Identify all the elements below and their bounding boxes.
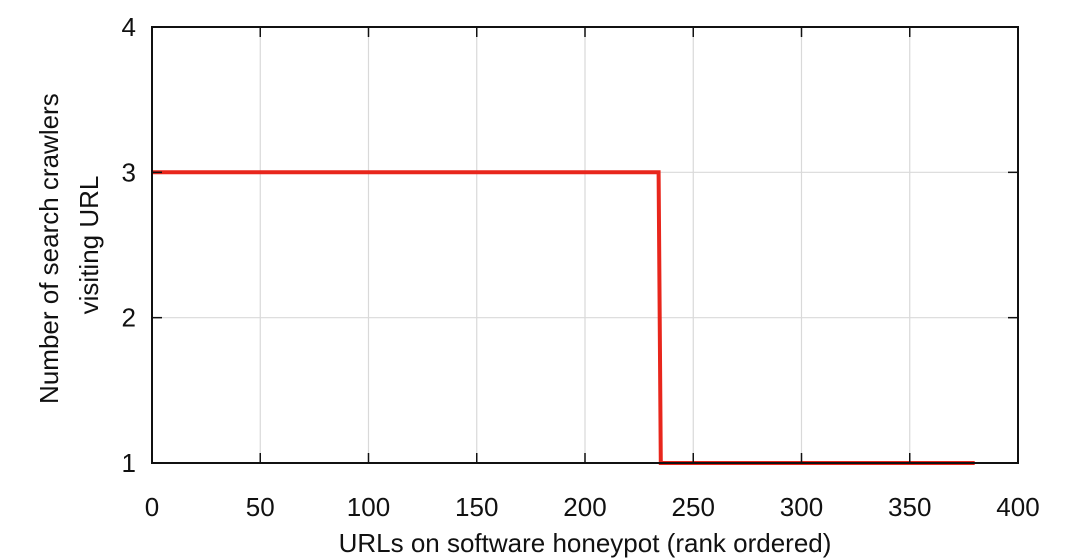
x-tick-label: 100 [347,492,390,522]
y-axis-title-line-1: Number of search crawlers [34,93,64,404]
y-axis-title-line-2: visiting URL [74,176,104,315]
y-tick-label: 1 [122,448,136,478]
y-tick-label: 4 [122,12,136,42]
x-tick-label: 350 [888,492,931,522]
x-tick-label: 300 [780,492,823,522]
grid-lines [152,27,1018,463]
x-tick-label: 150 [455,492,498,522]
y-axis-title: Number of search crawlers visiting URL [34,86,104,404]
y-tick-label: 2 [122,303,136,333]
x-tick-label: 200 [563,492,606,522]
x-tick-labels: 0 50 100 150 200 250 300 350 400 [145,492,1040,522]
y-tick-label: 3 [122,157,136,187]
x-axis-title: URLs on software honeypot (rank ordered) [339,528,832,558]
tick-marks [151,26,1019,464]
x-tick-label: 0 [145,492,159,522]
y-tick-labels: 1 2 3 4 [122,12,136,478]
x-tick-label: 250 [672,492,715,522]
x-tick-label: 50 [246,492,275,522]
x-tick-label: 400 [996,492,1039,522]
